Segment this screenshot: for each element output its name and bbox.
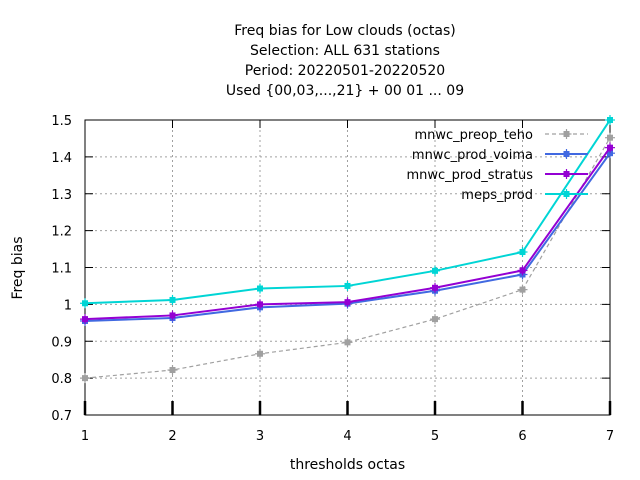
axis-ticks: 0.7 0.8 0.9 1 1.1 1.2 1.3 1.4 1.5 1 2 3 4 5 6 7 <box>51 114 614 444</box>
point-meps_prod <box>167 294 178 305</box>
title-line-3: Period: 20220501-20220520 <box>245 63 445 79</box>
point-mnwc_preop_teho <box>255 348 265 359</box>
x-tick-label: 4 <box>343 429 351 444</box>
y-tick-label: 1.4 <box>51 151 72 166</box>
x-tick-label: 3 <box>256 429 264 444</box>
y-tick-label: 1.3 <box>51 188 72 203</box>
point-mnwc_prod_stratus <box>167 310 178 321</box>
point-meps_prod <box>342 280 353 291</box>
point-meps_prod <box>517 247 528 258</box>
point-mnwc_preop_teho <box>430 314 440 325</box>
legend-label-mnwc_preop_teho: mnwc_preop_teho <box>415 128 534 143</box>
point-meps_prod <box>255 283 265 294</box>
point-mnwc_prod_stratus <box>255 299 265 310</box>
legend-marker-mnwc_preop_teho <box>561 129 572 139</box>
title-line-1: Freq bias for Low clouds (octas) <box>234 23 455 39</box>
x-axis-label: thresholds octas <box>290 457 405 473</box>
y-tick-label: 0.8 <box>51 372 72 387</box>
chart-title: Freq bias for Low clouds (octas) Selectio… <box>226 23 464 99</box>
legend-label-meps_prod: meps_prod <box>461 188 533 203</box>
legend: mnwc_preop_teho mnwc_prod_voima mnwc_prod_… <box>407 128 588 203</box>
point-meps_prod <box>430 265 440 276</box>
legend-label-mnwc_prod_voima: mnwc_prod_voima <box>412 148 533 163</box>
y-tick-label: 1.2 <box>51 225 72 240</box>
y-tick-label: 1 <box>64 298 72 313</box>
title-line-2: Selection: ALL 631 stations <box>250 43 440 59</box>
y-tick-label: 0.9 <box>51 335 72 350</box>
legend-marker-mnwc_prod_voima <box>561 149 572 159</box>
point-mnwc_prod_stratus <box>517 265 528 276</box>
x-tick-label: 6 <box>518 429 526 444</box>
x-tick-label: 7 <box>606 429 614 444</box>
title-line-4: Used {00,03,...,21} + 00 01 ... 09 <box>226 83 464 99</box>
legend-marker-meps_prod <box>561 189 572 199</box>
legend-marker-mnwc_prod_stratus <box>561 169 572 179</box>
point-mnwc_preop_teho <box>342 337 353 348</box>
point-mnwc_prod_stratus <box>80 314 90 325</box>
point-mnwc_preop_teho <box>517 284 528 295</box>
y-tick-label: 1.1 <box>51 262 72 277</box>
point-mnwc_preop_teho <box>605 132 615 143</box>
point-meps_prod <box>80 298 90 309</box>
point-mnwc_prod_stratus <box>605 142 615 153</box>
series-lines <box>80 115 615 384</box>
legend-label-mnwc_prod_stratus: mnwc_prod_stratus <box>407 168 534 183</box>
y-tick-label: 0.7 <box>51 409 72 424</box>
x-tick-label: 1 <box>81 429 89 444</box>
x-tick-label: 2 <box>168 429 176 444</box>
point-mnwc_prod_stratus <box>342 297 353 308</box>
point-mnwc_preop_teho <box>80 373 90 384</box>
y-axis-label: Freq bias <box>10 236 26 299</box>
point-mnwc_preop_teho <box>167 365 178 376</box>
point-mnwc_prod_stratus <box>430 282 440 293</box>
point-meps_prod <box>605 115 615 125</box>
y-tick-label: 1.5 <box>51 114 72 129</box>
x-tick-label: 5 <box>431 429 439 444</box>
